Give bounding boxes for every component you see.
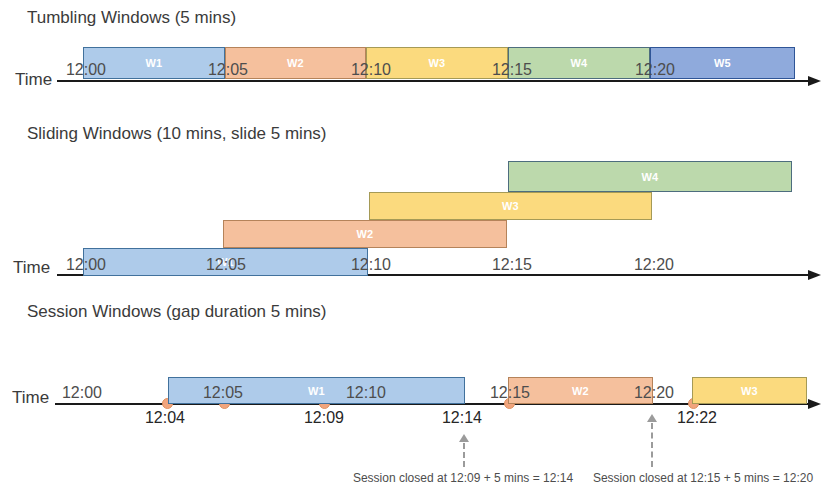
window-label: W4 [570,57,587,69]
dashed-arrow-line [463,443,465,467]
axis-tick-label: 12:15 [482,61,542,79]
window-label: W3 [502,200,519,212]
window-label: W2 [572,385,589,397]
sliding-window-w3: W3 [369,192,652,220]
arrow-up-icon [647,414,657,422]
window-label: W3 [741,385,758,397]
session-closed-annotation: Session closed at 12:09 + 5 mins = 12:14 [343,471,583,485]
axis-tick-label: 12:10 [336,384,396,402]
sliding-window-w2: W2 [223,220,507,248]
axis-tick-label: 12:05 [193,384,253,402]
axis-tick-label: 12:00 [56,256,116,274]
session-title: Session Windows (gap duration 5 mins) [27,302,327,322]
window-label: W1 [308,385,325,397]
arrow-right-icon [808,399,821,409]
window-label: W3 [428,57,445,69]
axis-tick-label: 12:20 [624,384,684,402]
axis-tick-label: 12:10 [341,61,401,79]
axis-tick-label: 12:05 [196,256,256,274]
window-label: W2 [356,228,373,240]
axis-tick-label: 12:00 [52,384,112,402]
event-time-label: 12:22 [665,409,729,427]
windowing-diagram: Tumbling Windows (5 mins) Time W1 W2 W3 … [0,0,829,498]
session-closed-annotation: Session closed at 12:15 + 5 mins = 12:20 [583,471,823,485]
dashed-arrow-line [651,423,653,467]
session-window-w3: W3 [692,377,807,404]
event-time-label: 12:09 [292,409,356,427]
axis-tick-label: 12:20 [625,61,685,79]
window-label: W4 [641,171,658,183]
axis-tick-label: 12:15 [480,384,540,402]
event-time-label: 12:14 [430,409,494,427]
window-label: W5 [714,57,731,69]
window-label: W2 [287,57,304,69]
axis-tick-label: 12:10 [341,256,401,274]
axis-tick-label: 12:05 [198,61,258,79]
axis-tick-label: 12:20 [624,256,684,274]
axis-tick-label: 12:15 [482,256,542,274]
arrow-up-icon [459,434,469,442]
session-time-axis-label: Time [12,388,49,408]
sliding-window-w4: W4 [508,161,792,192]
axis-tick-label: 12:00 [56,61,116,79]
window-label: W1 [145,57,162,69]
event-time-label: 12:04 [133,409,197,427]
